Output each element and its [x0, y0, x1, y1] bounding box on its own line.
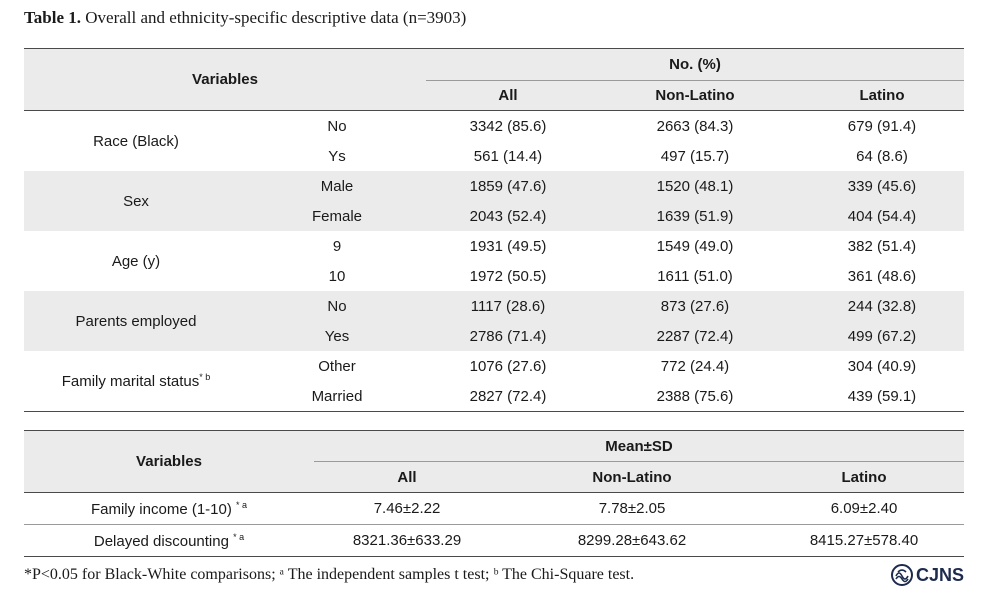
logo-text: CJNS — [916, 564, 965, 585]
value-cell: 1931 (49.5) — [469, 237, 547, 255]
journal-logo: CJNS — [891, 564, 964, 586]
value-cell: 2388 (75.6) — [656, 387, 734, 405]
variable-level: Yes — [248, 321, 426, 351]
column-header: Non-Latino — [500, 461, 764, 493]
value-cell: 2663 (84.3) — [656, 117, 734, 135]
value-cell: 382 (51.4) — [847, 237, 917, 255]
variable-name: Delayed discounting * a — [24, 525, 314, 557]
column-header: Latino — [800, 80, 964, 111]
variable-name-text: Sex — [123, 192, 149, 210]
value-cell: 244 (32.8) — [800, 291, 964, 321]
column-header: All — [426, 80, 590, 111]
value-cell: 6.09±2.40 — [830, 500, 898, 517]
variable-name-text: Race (Black) — [93, 132, 179, 150]
caption-text: Overall and ethnicity-specific descripti… — [81, 8, 467, 27]
variable-name-text: Delayed discounting — [93, 532, 229, 550]
value-cell: 2827 (72.4) — [469, 387, 547, 405]
value-cell: 439 (59.1) — [847, 387, 917, 405]
table-row: Female 2043 (52.4) 1639 (51.9) 404 (54.4) — [24, 201, 964, 231]
table-caption: Table 1. Overall and ethnicity-specific … — [24, 8, 466, 28]
footnote-marker: * a — [233, 531, 245, 542]
variable-name: Sex — [24, 171, 248, 231]
value-cell: 3342 (85.6) — [469, 117, 547, 135]
value-cell: 1859 (47.6) — [426, 171, 590, 201]
value-cell: 64 (8.6) — [856, 147, 908, 165]
table-row: Parents employed No 1117 (28.6) 873 (27.6) 2… — [24, 291, 964, 351]
footnote-marker: * a — [236, 499, 248, 510]
value-cell: 1639 (51.9) — [590, 201, 800, 231]
value-cell: 561 (14.4) — [473, 147, 543, 165]
variable-level: Male — [248, 171, 426, 201]
value-cell: 1972 (50.5) — [469, 267, 547, 285]
value-cell: 7.78±2.05 — [598, 500, 666, 517]
counts-table: Variables No. (%) All Non-Latino Latino Race … — [24, 48, 964, 412]
table-row: Yes 2786 (71.4) 2287 (72.4) 499 (67.2) — [24, 321, 964, 351]
cjns-logo-icon — [891, 564, 913, 586]
caption-label: Table 1. — [24, 8, 82, 27]
table-row: Sex Male 1859 (47.6) 1520 (48.1) 339 (45.6) — [24, 171, 964, 231]
variable-name-text: Age (y) — [111, 252, 161, 270]
value-cell: 873 (27.6) — [590, 291, 800, 321]
variable-level: 10 — [328, 267, 346, 285]
value-cell: 361 (48.6) — [847, 267, 917, 285]
value-cell: 8321.36±633.29 — [352, 532, 462, 549]
footnote-marker: * b — [199, 372, 211, 382]
value-cell: 2287 (72.4) — [590, 321, 800, 351]
group-header: Mean±SD — [314, 430, 964, 462]
value-cell: 7.46±2.22 — [373, 500, 441, 517]
variable-level: No — [327, 117, 347, 135]
value-cell: 2043 (52.4) — [426, 201, 590, 231]
value-cell: 499 (67.2) — [800, 321, 964, 351]
variable-level: Ys — [328, 147, 346, 165]
value-cell: 497 (15.7) — [660, 147, 730, 165]
value-cell: 304 (40.9) — [847, 357, 917, 375]
table-row: Family income (1-10) * a 7.46±2.22 7.78±2.… — [24, 493, 964, 525]
variable-level: No — [248, 291, 426, 321]
value-cell: 1076 (27.6) — [469, 357, 547, 375]
footnote: *P<0.05 for Black-White comparisons; ᵃ T… — [24, 566, 635, 583]
variable-level: Married — [311, 387, 363, 405]
variables-header: Variables — [24, 430, 314, 493]
variable-name-text: Parents employed — [75, 312, 197, 330]
value-cell: 1520 (48.1) — [590, 171, 800, 201]
table-row: Race (Black) No 3342 (85.6) 2663 (84.3) 679 … — [24, 111, 964, 150]
variable-name: Parents employed — [24, 291, 248, 351]
variable-name-text: Family marital status — [61, 373, 200, 390]
table-row: Ys 561 (14.4) 497 (15.7) 64 (8.6) — [24, 141, 964, 171]
group-header: No. (%) — [426, 48, 964, 81]
value-cell: 2786 (71.4) — [426, 321, 590, 351]
variable-name: Age (y) — [24, 231, 248, 291]
value-cell: 1549 (49.0) — [656, 237, 734, 255]
value-cell: 772 (24.4) — [660, 357, 730, 375]
variable-level: Other — [318, 357, 356, 375]
variable-name: Family income (1-10) * a — [24, 493, 314, 525]
table-row: 10 1972 (50.5) 1611 (51.0) 361 (48.6) — [24, 261, 964, 291]
variables-header: Variables — [24, 48, 426, 111]
table-row: Married 2827 (72.4) 2388 (75.6) 439 (59.1) — [24, 381, 964, 412]
value-cell: 8299.28±643.62 — [577, 532, 687, 549]
variable-level: 9 — [332, 237, 342, 255]
value-cell: 1117 (28.6) — [426, 291, 590, 321]
variable-name-text: Family income (1-10) — [90, 500, 232, 518]
means-table: Variables Mean±SD All Non-Latino Latino Famil… — [24, 430, 964, 557]
value-cell: 339 (45.6) — [800, 171, 964, 201]
value-cell: 1611 (51.0) — [657, 267, 733, 285]
column-header: Non-Latino — [590, 80, 800, 111]
value-cell: 679 (91.4) — [847, 117, 917, 135]
variable-level: Female — [248, 201, 426, 231]
variable-name: Family marital status* b — [24, 351, 248, 412]
column-header: All — [314, 461, 500, 493]
table-row: Age (y) 9 1931 (49.5) 1549 (49.0) 382 (51.4) — [24, 231, 964, 270]
variable-name: Race (Black) — [24, 111, 248, 172]
table-row: Delayed discounting * a 8321.36±633.29 829… — [24, 525, 964, 557]
value-cell: 404 (54.4) — [800, 201, 964, 231]
table-row: Family marital status* b Other 1076 (27.6)… — [24, 351, 964, 391]
column-header: Latino — [764, 461, 964, 493]
value-cell: 8415.27±578.40 — [809, 532, 919, 549]
